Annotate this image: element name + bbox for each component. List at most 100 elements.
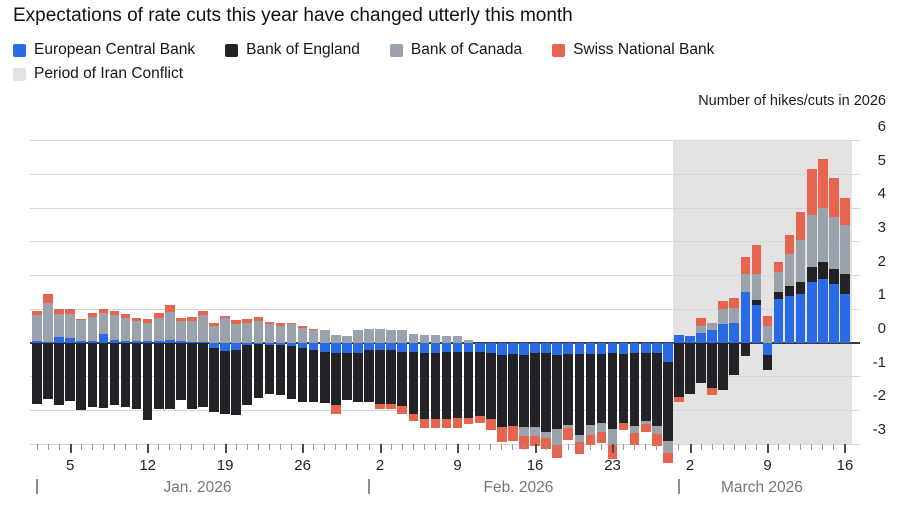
x-tick-minor	[667, 444, 669, 450]
segment-boc	[784, 253, 795, 286]
bar-Feb-15	[519, 343, 529, 450]
y-axis-label: 5	[877, 151, 886, 169]
x-tick-minor	[733, 444, 735, 450]
gridline-1	[30, 308, 860, 310]
segment-boc	[762, 326, 773, 343]
segment-ecb	[187, 341, 197, 343]
segment-boe	[773, 292, 784, 300]
segment-ecb	[264, 342, 275, 345]
segment-snb	[275, 322, 286, 327]
segment-boe	[674, 342, 684, 397]
segment-snb	[674, 396, 684, 402]
bar-Mar-14	[818, 159, 828, 343]
y-axis-label: 3	[877, 218, 886, 236]
segment-ecb	[198, 341, 208, 343]
segment-boc	[87, 316, 98, 341]
bar-Feb-23	[607, 343, 618, 459]
segment-boc	[120, 318, 131, 341]
x-axis-day-label: 2	[685, 457, 695, 474]
segment-boe	[87, 342, 98, 407]
segment-ecb	[386, 342, 396, 351]
bar-Jan-7	[87, 313, 98, 407]
segment-boc	[165, 311, 175, 341]
bar-Jan-31	[353, 329, 363, 402]
y-axis-label: -1	[872, 353, 886, 371]
bar-Feb-12	[485, 343, 496, 430]
segment-snb	[54, 309, 64, 314]
segment-boe	[308, 349, 319, 402]
legend: European Central Bank Bank of England Bank…	[13, 38, 873, 86]
segment-ecb	[508, 343, 518, 354]
segment-boe	[607, 353, 618, 429]
segment-snb	[640, 423, 651, 433]
bar-Mar-6	[729, 297, 740, 376]
segment-ecb	[142, 341, 153, 343]
segment-snb	[131, 317, 142, 322]
month-separator	[368, 479, 371, 494]
segment-boc	[397, 329, 408, 343]
x-tick-major	[69, 444, 72, 453]
segment-boc	[187, 320, 197, 342]
x-tick-minor	[446, 444, 448, 450]
segment-boc	[43, 303, 53, 342]
bar-Jan-6	[76, 318, 87, 411]
bar-Feb-24	[618, 343, 629, 431]
bar-Mar-13	[806, 169, 817, 343]
x-tick-minor	[169, 444, 171, 450]
bar-Feb-1	[364, 328, 374, 402]
segment-boc	[463, 340, 474, 343]
bar-Jan-8	[98, 308, 109, 408]
legend-label: Bank of England	[246, 41, 360, 58]
x-tick-minor	[722, 444, 724, 450]
x-tick-minor	[335, 444, 337, 450]
gridline-4	[30, 207, 860, 209]
segment-snb	[242, 319, 253, 323]
segment-boe	[829, 268, 839, 284]
segment-ecb	[596, 343, 607, 354]
segment-boe	[131, 342, 142, 409]
month-separator	[677, 479, 680, 494]
x-tick-minor	[47, 444, 49, 450]
bar-Mar-16	[840, 198, 850, 343]
bar-Jan-10	[120, 314, 131, 407]
x-tick-minor	[136, 444, 138, 450]
segment-snb	[663, 453, 673, 463]
segment-snb	[430, 418, 441, 429]
bar-Jan-30	[342, 335, 352, 401]
segment-boc	[530, 427, 540, 437]
segment-boe	[541, 353, 551, 433]
segment-ecb	[76, 341, 87, 343]
x-axis-day-label: 26	[294, 457, 311, 474]
segment-snb	[441, 419, 452, 428]
x-tick-minor	[246, 444, 248, 450]
x-axis-day-label: 12	[139, 457, 157, 474]
segment-boe	[176, 342, 186, 401]
bar-Feb-17	[541, 343, 551, 450]
segment-boe	[784, 285, 795, 296]
x-tick-minor	[501, 444, 503, 450]
bar-Jan-4	[54, 309, 64, 406]
x-tick-minor	[202, 444, 204, 450]
x-tick-minor	[180, 444, 182, 450]
segment-boe	[818, 262, 828, 279]
segment-snb	[76, 318, 87, 321]
segment-boe	[463, 351, 474, 419]
segment-boe	[386, 350, 396, 405]
segment-boe	[319, 352, 330, 403]
segment-ecb	[275, 342, 286, 345]
segment-boc	[552, 428, 562, 446]
segment-boe	[508, 353, 518, 427]
legend-swatch-icon	[13, 67, 26, 81]
x-axis-day-label: 2	[375, 457, 385, 474]
bar-Jan-17	[198, 310, 208, 407]
segment-snb	[43, 294, 53, 304]
x-tick-minor	[656, 444, 658, 450]
x-tick-minor	[423, 444, 425, 450]
segment-snb	[773, 262, 784, 273]
segment-boc	[32, 315, 42, 342]
segment-snb	[696, 317, 706, 327]
segment-boe	[32, 342, 42, 404]
gridline-5	[30, 174, 860, 175]
x-tick-minor	[711, 444, 713, 450]
segment-ecb	[707, 329, 717, 343]
